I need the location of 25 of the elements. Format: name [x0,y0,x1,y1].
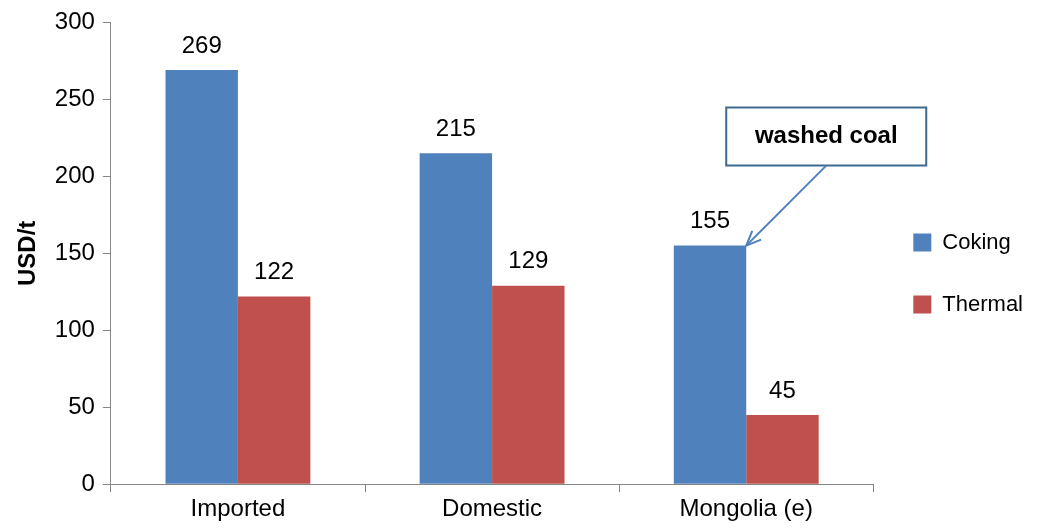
data-label: 122 [254,257,295,285]
x-tick-label: Imported [190,494,286,522]
data-label: 269 [181,30,222,58]
bar [419,153,493,484]
data-label: 45 [769,375,796,403]
bar [237,296,311,484]
y-tick-label: 250 [54,83,95,111]
bar [746,414,819,484]
y-tick-label: 50 [68,391,95,419]
y-tick-label: 0 [81,468,95,496]
bar [492,285,565,484]
y-tick-label: 200 [54,160,95,188]
y-tick-label: 150 [54,237,95,265]
data-label: 215 [435,113,476,141]
data-label: 155 [690,206,731,234]
legend-label: Coking [942,228,1011,254]
y-axis-title: USD/t [13,220,41,286]
x-tick-label: Mongolia (e) [679,494,813,522]
data-label: 129 [508,246,549,274]
x-tick-label: Domestic [442,494,543,522]
y-tick-label: 300 [54,7,95,35]
y-tick-label: 100 [54,314,95,342]
annotation: washed coal [753,121,898,149]
legend-label: Thermal [942,290,1023,316]
bar [165,70,238,484]
